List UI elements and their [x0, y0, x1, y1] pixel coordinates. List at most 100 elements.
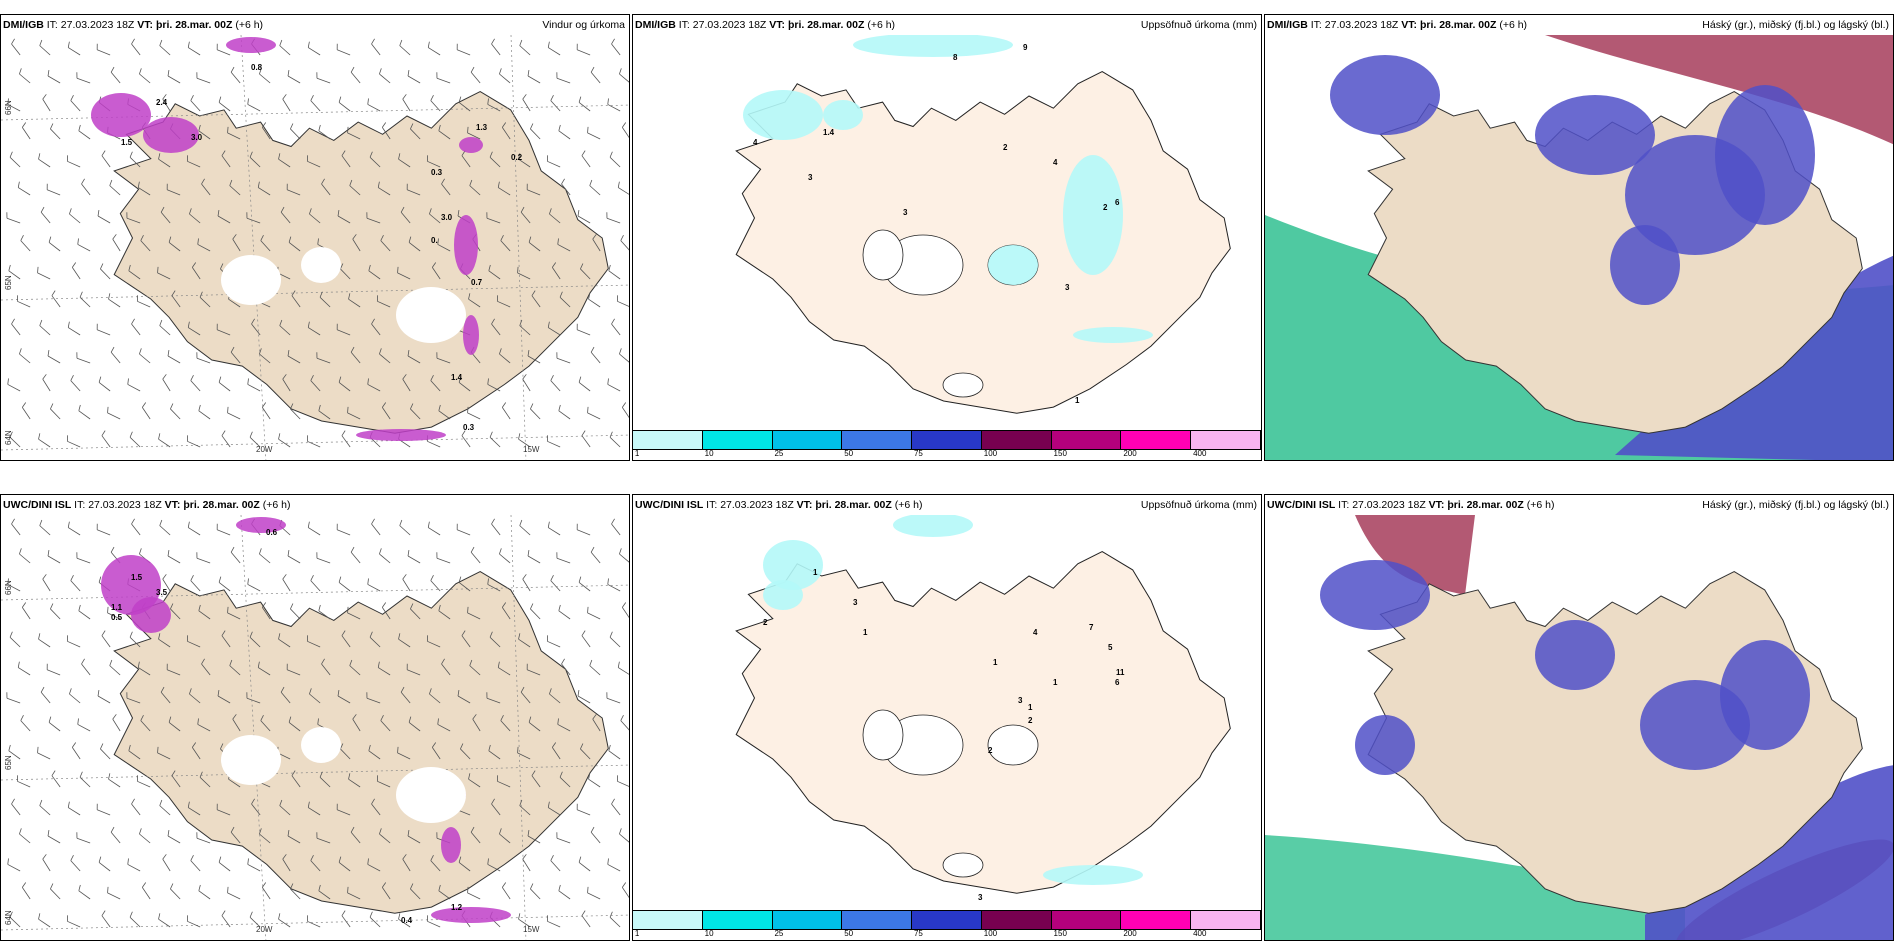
legend-tick-label: 25 — [774, 449, 784, 458]
wind-barb — [522, 858, 531, 872]
wind-barb — [497, 300, 511, 308]
wind-barb-tick — [407, 550, 410, 557]
wind-barb — [499, 553, 511, 564]
wind-barb — [110, 72, 121, 84]
wind-barb-tick — [218, 376, 222, 383]
wind-barb-tick — [531, 290, 536, 296]
wind-barb — [350, 72, 361, 84]
wind-barb-tick — [17, 181, 20, 188]
wind-barb-tick — [589, 179, 593, 186]
wind-barb — [558, 130, 571, 140]
glacier-area — [301, 247, 341, 283]
wind-barb — [379, 73, 391, 84]
wind-barb-tick — [50, 603, 54, 610]
wind-barb — [9, 436, 21, 448]
wind-barb — [458, 582, 471, 592]
wind-barb-tick — [487, 378, 489, 385]
wind-barb — [550, 580, 561, 592]
wind-barb — [246, 217, 261, 224]
wind-barb — [489, 436, 501, 448]
wind-barb — [318, 130, 331, 140]
legend-color-cell — [1191, 911, 1261, 929]
wind-barb-tick — [547, 321, 550, 328]
wind-barb-tick — [499, 348, 502, 355]
wind-barb-tick — [221, 150, 226, 156]
wind-barb — [580, 268, 591, 280]
wind-barb-tick — [317, 238, 319, 245]
wind-barb-tick — [381, 602, 387, 608]
wind-barb — [427, 160, 441, 168]
wind-barb-tick — [139, 68, 142, 75]
wind-barb — [218, 382, 231, 392]
wind-barb-tick — [438, 604, 441, 611]
wind-barb — [318, 410, 331, 420]
wind-barb — [528, 242, 541, 252]
precip-area — [988, 245, 1038, 285]
wind-barb-tick — [40, 686, 45, 693]
wind-barb-tick — [168, 716, 172, 723]
wind-barb — [67, 640, 81, 648]
wind-barb — [191, 747, 201, 760]
wind-barb-tick — [39, 39, 43, 46]
wind-barb-tick — [580, 743, 584, 750]
wind-barb-tick — [497, 181, 500, 188]
wind-barb — [76, 837, 91, 844]
wind-barb — [547, 440, 561, 448]
wind-barb — [251, 323, 261, 336]
precip-value-label: 1 — [1028, 703, 1033, 712]
wind-barb-tick — [487, 98, 489, 105]
wind-barb — [531, 775, 541, 788]
wind-barb-tick — [79, 291, 83, 298]
wind-barb-tick — [491, 38, 495, 45]
wind-barb — [527, 555, 541, 564]
wind-barb — [139, 833, 151, 844]
wind-barb-tick — [349, 659, 353, 666]
wind-barb — [258, 667, 271, 676]
wind-barb — [407, 355, 421, 364]
wind-barb-tick — [497, 661, 500, 668]
wind-barb — [126, 697, 141, 704]
wind-barb-tick — [162, 94, 167, 100]
wind-barb — [489, 156, 501, 168]
wind-barb-tick — [189, 688, 192, 695]
wind-barb-tick — [21, 602, 27, 608]
wind-barb — [559, 296, 571, 308]
iceland-land — [113, 91, 609, 434]
wind-barb — [611, 43, 621, 56]
wind-barb-tick — [48, 236, 52, 243]
wind-barb — [128, 750, 141, 760]
wind-barb-tick — [352, 714, 357, 720]
wind-barb-tick — [528, 236, 532, 243]
precip-value-label: 1 — [1075, 396, 1080, 405]
wind-barb-tick — [407, 350, 410, 357]
wind-barb-tick — [158, 433, 161, 440]
wind-barb — [158, 438, 171, 448]
wind-barb — [101, 635, 111, 648]
wind-barb — [160, 692, 171, 704]
lead-time: (+6 h) — [1499, 19, 1528, 31]
wind-barb — [587, 412, 601, 420]
wind-barb-tick — [341, 150, 346, 156]
wind-barb — [100, 268, 111, 280]
wind-barb — [112, 718, 121, 732]
wind-barb — [438, 410, 451, 420]
wind-barb — [139, 353, 151, 364]
wind-barb — [217, 809, 231, 816]
wind-barb — [42, 578, 51, 592]
longitude-line — [510, 515, 527, 940]
latitude-line — [1, 584, 629, 601]
wind-barb — [287, 75, 301, 84]
wind-barb — [319, 296, 331, 308]
wind-barb — [519, 525, 531, 536]
wind-barb-tick — [489, 631, 493, 638]
wind-barb-tick — [530, 883, 534, 890]
wind-barb — [381, 127, 391, 140]
wind-barb-tick — [38, 153, 41, 160]
precip-area — [131, 597, 171, 633]
wind-barb — [438, 610, 451, 620]
precip-value-label: 0.3 — [431, 168, 443, 177]
wind-barb-tick — [581, 910, 586, 916]
valid-time: þri. 28.mar. 00Z — [815, 499, 892, 511]
wind-barb-tick — [127, 858, 129, 865]
